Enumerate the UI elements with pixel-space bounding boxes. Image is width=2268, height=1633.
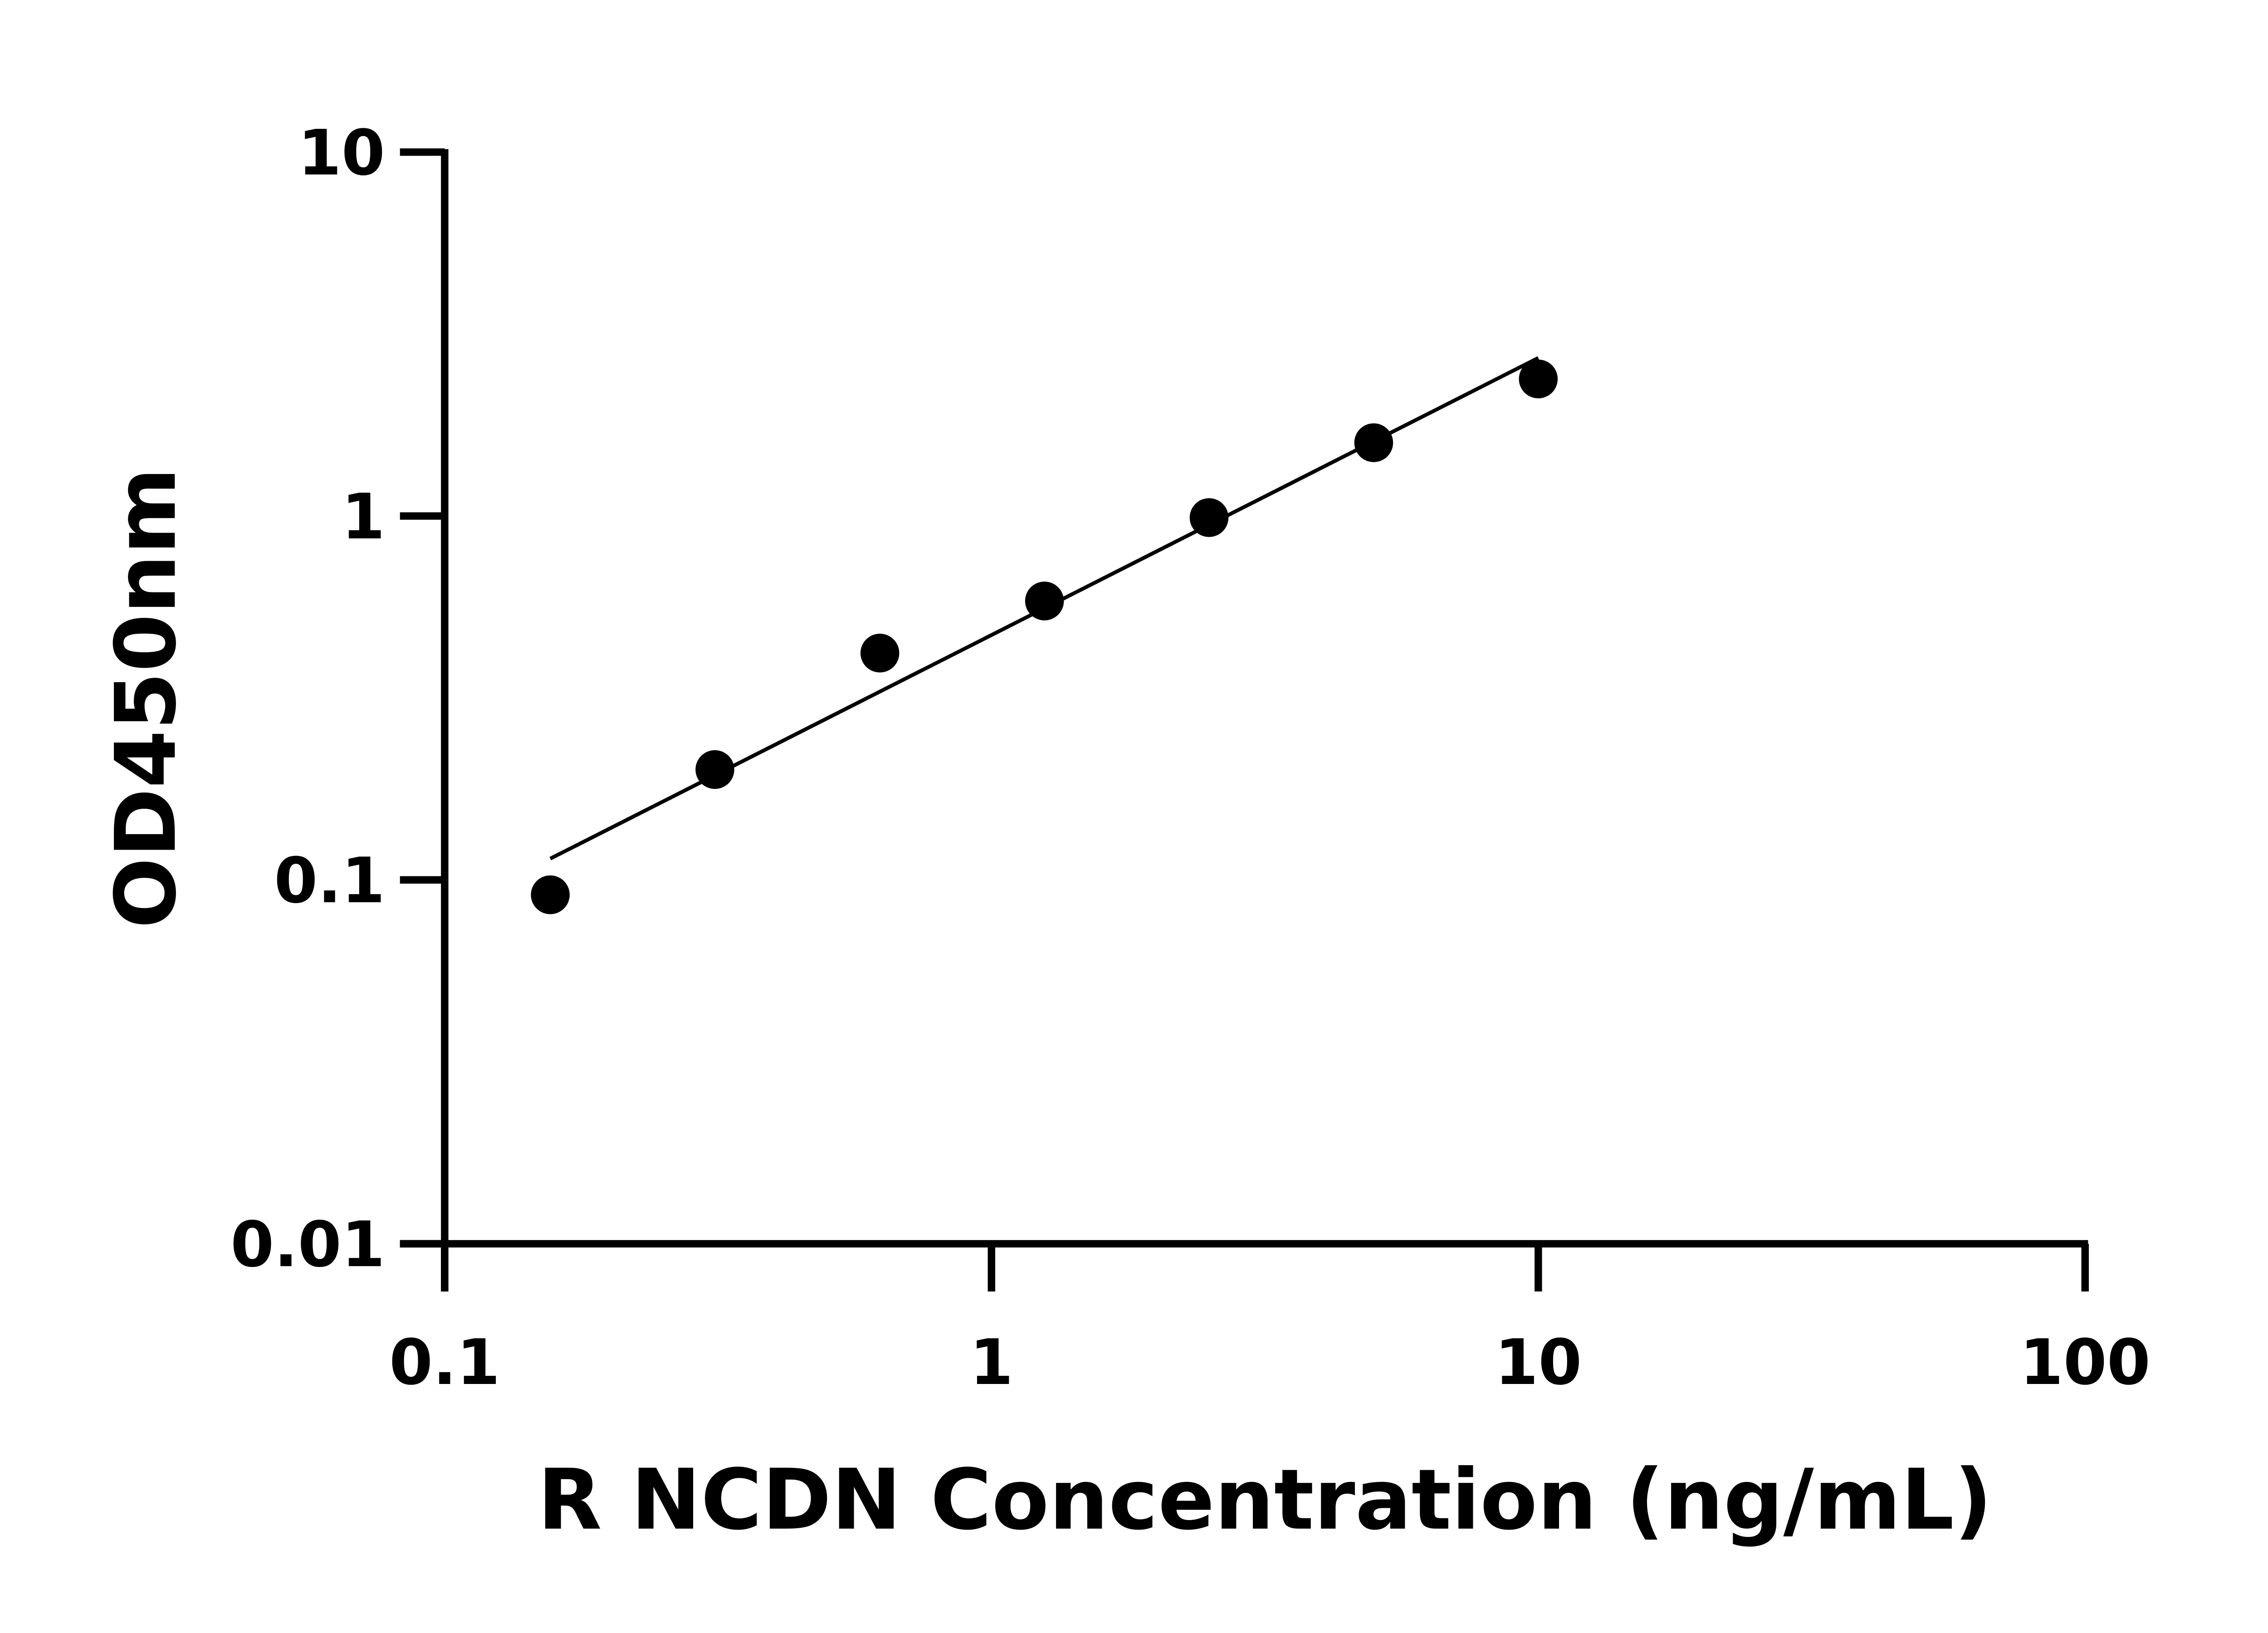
x-tick-label: 0.1 bbox=[389, 1326, 500, 1399]
data-point bbox=[860, 634, 899, 673]
x-axis-title: R NCDN Concentration (ng/mL) bbox=[538, 1452, 1992, 1549]
y-tick-label: 0.01 bbox=[230, 1208, 385, 1281]
y-tick-label: 1 bbox=[342, 480, 385, 553]
data-point bbox=[1189, 498, 1229, 537]
data-point bbox=[1354, 423, 1393, 462]
data-point bbox=[1025, 582, 1064, 621]
y-tick-label: 0.1 bbox=[274, 844, 385, 917]
data-point bbox=[695, 750, 734, 789]
y-tick-label: 10 bbox=[298, 117, 385, 190]
axes bbox=[400, 149, 2088, 1292]
data-point bbox=[1519, 359, 1558, 399]
data-point bbox=[531, 875, 570, 914]
y-axis-title: OD450nm bbox=[98, 467, 195, 928]
x-tick-label: 10 bbox=[1495, 1326, 1582, 1399]
x-tick-label: 1 bbox=[970, 1326, 1013, 1399]
x-tick-label: 100 bbox=[2020, 1326, 2151, 1399]
